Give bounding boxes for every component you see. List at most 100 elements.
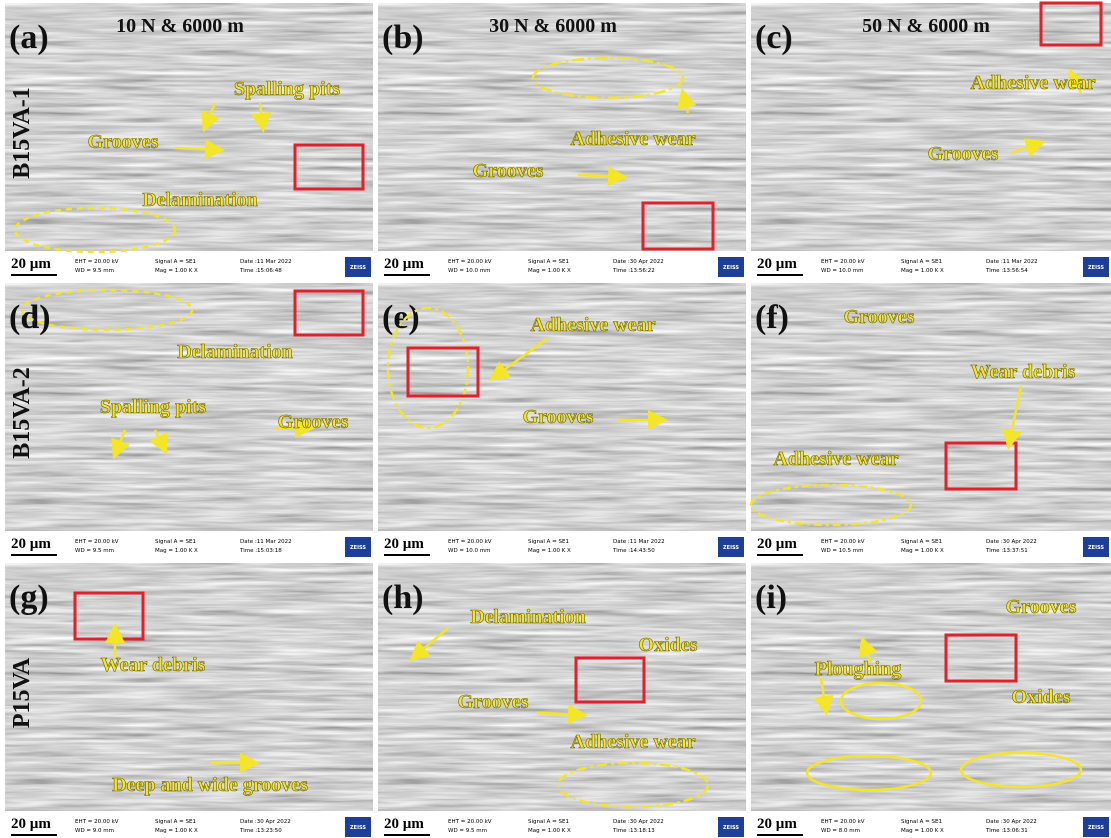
footer-eht: EHT = 20.00 kV: [821, 259, 865, 265]
footer-brand: ZEISS: [1088, 265, 1104, 271]
footer-signal: Signal A = SE1: [901, 539, 942, 545]
panel: (c) 50 N & 6000 m Adhesive wear Grooves 20 µ…: [751, 3, 1111, 281]
footer-wd: WD = 8.0 mm: [821, 828, 860, 834]
footer-mag: Mag = 1.00 K X: [901, 268, 944, 274]
footer-date: Date :11 Mar 2022: [613, 539, 665, 545]
figure: (a) 10 N & 6000 m B15VA-1 Spalling pits Groo…: [0, 0, 1111, 838]
footer-mag: Mag = 1.00 K X: [155, 828, 198, 834]
footer-mag: Mag = 1.00 K X: [528, 548, 571, 554]
footer-time: Time :13:06:31: [985, 828, 1028, 834]
scale-label: 20 µm: [757, 256, 797, 272]
footer-brand: ZEISS: [723, 545, 739, 551]
footer-date: Date :11 Mar 2022: [986, 259, 1038, 265]
micrograph: [5, 3, 373, 251]
micrograph: [751, 3, 1111, 251]
footer-signal: Signal A = SE1: [155, 259, 196, 265]
footer-bg: [5, 531, 373, 561]
panel-label: (b): [382, 19, 424, 56]
scale-label: 20 µm: [11, 816, 51, 832]
footer-date: Date :11 Mar 2022: [240, 539, 292, 545]
footer-wd: WD = 10.0 mm: [821, 268, 864, 274]
footer-time: Time :13:56:22: [612, 268, 655, 274]
footer-date: Date :30 Apr 2022: [613, 259, 664, 265]
footer-eht: EHT = 20.00 kV: [448, 259, 492, 265]
annotation: Adhesive wear: [571, 128, 696, 150]
footer-wd: WD = 10.0 mm: [448, 268, 491, 274]
annotation: Wear debris: [101, 654, 206, 676]
footer-bg: [378, 531, 746, 561]
footer-brand: ZEISS: [723, 265, 739, 271]
annotation: Delamination: [177, 341, 293, 363]
footer-wd: WD = 10.0 mm: [448, 548, 491, 554]
footer-brand: ZEISS: [1088, 825, 1104, 831]
condition: 10 N & 6000 m: [116, 15, 244, 37]
annotation: Grooves: [278, 411, 349, 433]
footer-brand: ZEISS: [350, 545, 366, 551]
footer-mag: Mag = 1.00 K X: [528, 268, 571, 274]
footer-eht: EHT = 20.00 kV: [448, 819, 492, 825]
annotation: Adhesive wear: [774, 448, 899, 470]
micrograph: [751, 283, 1111, 531]
footer-eht: EHT = 20.00 kV: [75, 259, 119, 265]
condition: 30 N & 6000 m: [489, 15, 617, 37]
annotation: Adhesive wear: [571, 731, 696, 753]
footer-date: Date :11 Mar 2022: [240, 259, 292, 265]
condition: 50 N & 6000 m: [862, 15, 990, 37]
footer-date: Date :30 Apr 2022: [240, 819, 291, 825]
footer-eht: EHT = 20.00 kV: [448, 539, 492, 545]
footer-wd: WD = 9.5 mm: [75, 268, 114, 274]
footer-wd: WD = 9.5 mm: [448, 828, 487, 834]
scale-label: 20 µm: [11, 536, 51, 552]
scale-label: 20 µm: [757, 536, 797, 552]
annotation: Spalling pits: [100, 396, 206, 418]
footer-eht: EHT = 20.00 kV: [821, 539, 865, 545]
scale-label: 20 µm: [384, 536, 424, 552]
footer-time: Time :13:56:54: [985, 268, 1028, 274]
footer-mag: Mag = 1.00 K X: [528, 828, 571, 834]
annotation: Grooves: [523, 406, 594, 428]
row-label: P15VA: [9, 657, 35, 728]
footer-date: Date :30 Apr 2022: [613, 819, 664, 825]
row-label: B15VA-2: [9, 367, 35, 459]
footer-wd: WD = 9.5 mm: [75, 548, 114, 554]
row-label: B15VA-1: [9, 87, 35, 179]
footer-eht: EHT = 20.00 kV: [75, 539, 119, 545]
panel: (d)B15VA-2DelaminationSpalling pitsGroov…: [5, 283, 373, 561]
footer-wd: WD = 10.5 mm: [821, 548, 864, 554]
footer-wd: WD = 9.0 mm: [75, 828, 114, 834]
footer-brand: ZEISS: [723, 825, 739, 831]
footer-bg: [751, 531, 1111, 561]
panel-label: (e): [382, 299, 420, 336]
footer-brand: ZEISS: [350, 265, 366, 271]
footer-bg: [5, 251, 373, 281]
footer-brand: ZEISS: [1088, 545, 1104, 551]
panel-label: (a): [9, 19, 49, 56]
panel-label: (c): [755, 19, 793, 56]
footer-date: Date :30 Apr 2022: [986, 539, 1037, 545]
annotation: Ploughing: [815, 658, 902, 680]
annotation: Adhesive wear: [531, 314, 656, 336]
annotation: Grooves: [928, 143, 999, 165]
panel: (f)GroovesWear debrisAdhesive wear20 µmE…: [751, 283, 1111, 561]
footer-time: Time :13:18:13: [612, 828, 655, 834]
annotation: Adhesive wear: [971, 72, 1096, 94]
annotation: Oxides: [639, 634, 698, 656]
footer-bg: [378, 251, 746, 281]
panel-label: (h): [382, 579, 424, 616]
micrograph: [378, 3, 746, 251]
scale-label: 20 µm: [384, 816, 424, 832]
scale-label: 20 µm: [11, 256, 51, 272]
annotation: Deep and wide grooves: [112, 774, 308, 796]
footer-signal: Signal A = SE1: [155, 819, 196, 825]
panel-label: (f): [755, 299, 789, 336]
annotation: Grooves: [88, 131, 159, 153]
footer-mag: Mag = 1.00 K X: [155, 548, 198, 554]
annotation: Oxides: [1012, 686, 1071, 708]
annotation: Grooves: [844, 306, 915, 328]
footer-mag: Mag = 1.00 K X: [901, 548, 944, 554]
panel: (e) Adhesive wear Grooves 20 µm EHT = 20.00 …: [378, 283, 746, 561]
